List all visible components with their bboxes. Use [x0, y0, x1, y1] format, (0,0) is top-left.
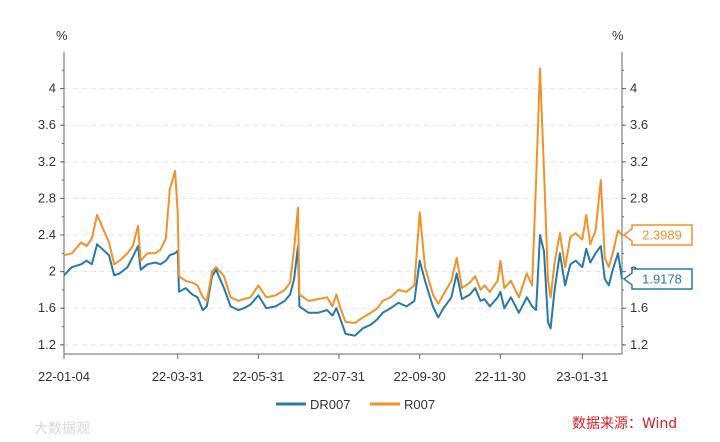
callout-value-dr007: 1.9178 — [642, 271, 682, 286]
legend-label-dr007: DR007 — [310, 397, 350, 412]
x-tick-label: 22-05-31 — [232, 369, 284, 384]
y-tick-label-left: 2.8 — [38, 190, 56, 205]
y-tick-label-left: 3.6 — [38, 117, 56, 132]
x-tick-label: 22-01-04 — [38, 369, 90, 384]
y-tick-label-left: 1.2 — [38, 337, 56, 352]
callout-box-dr007 — [622, 268, 693, 290]
x-tick-label: 22-07-31 — [313, 369, 365, 384]
x-tick-label: 23-01-31 — [556, 369, 608, 384]
data-source-label: 数据来源：Wind — [572, 416, 677, 432]
series-line-r007 — [63, 67, 623, 324]
left-axis-unit: % — [56, 28, 68, 43]
y-tick-label-left: 3.2 — [38, 154, 56, 169]
series-lines — [63, 67, 623, 337]
y-tick-label-left: 1.6 — [38, 300, 56, 315]
callout-box-r007 — [622, 224, 693, 246]
y-tick-label-right: 1.2 — [630, 337, 648, 352]
legend-item-r007[interactable]: R007 — [370, 397, 435, 412]
legend-item-dr007[interactable]: DR007 — [276, 397, 350, 412]
series-line-dr007 — [63, 234, 623, 337]
x-tick-label: 22-09-30 — [394, 369, 446, 384]
y-tick-label-right: 2.8 — [630, 190, 648, 205]
y-tick-label-left: 2 — [49, 264, 56, 279]
x-tick-label: 22-11-30 — [475, 369, 526, 384]
last-value-callouts: 1.9178 2.3989 — [622, 224, 693, 290]
gridlines — [64, 88, 622, 346]
legend[interactable]: DR007 R007 — [276, 397, 435, 412]
y-tick-label-right: 4 — [630, 81, 637, 96]
last-value-callout-r007: 2.3989 — [622, 224, 693, 246]
right-axis-unit: % — [612, 28, 624, 43]
y-tick-label-right: 3.2 — [630, 154, 648, 169]
y-tick-label-left: 2.4 — [38, 227, 56, 242]
y-tick-label-right: 1.6 — [630, 300, 648, 315]
callout-value-r007: 2.3989 — [642, 228, 682, 243]
axes: 1.21.21.61.6222.42.42.82.83.23.23.63.644… — [38, 52, 648, 384]
last-value-callout-dr007: 1.9178 — [622, 268, 693, 290]
watermark-logo: 大数据观 — [34, 421, 90, 437]
x-tick-label: 22-03-31 — [152, 369, 204, 384]
legend-label-r007: R007 — [404, 397, 435, 412]
y-tick-label-left: 4 — [49, 81, 56, 96]
y-tick-label-right: 3.6 — [630, 117, 648, 132]
